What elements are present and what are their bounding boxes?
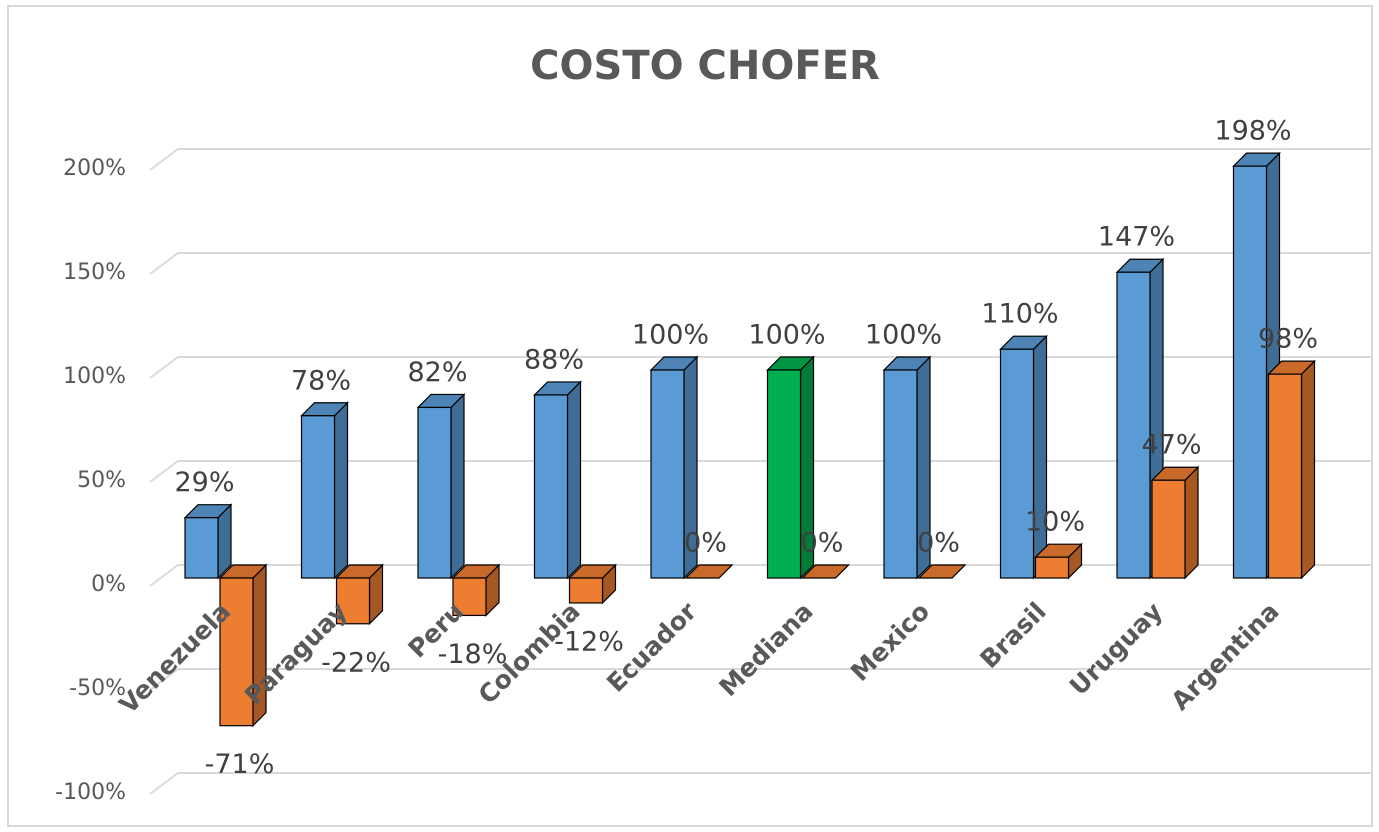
y-tick-label: 50% (77, 468, 126, 493)
data-label: -71% (205, 749, 275, 780)
grid-line (149, 148, 1372, 171)
data-label: 0% (917, 528, 960, 559)
data-label: 0% (684, 528, 727, 559)
bar-side (1184, 465, 1199, 580)
data-label: 98% (1258, 324, 1318, 355)
y-tick-label: -100% (55, 780, 126, 805)
bar (1232, 165, 1268, 579)
bar (1116, 271, 1151, 579)
bar (1034, 556, 1070, 579)
y-tick-label: -50% (69, 676, 126, 701)
bar-side (566, 380, 582, 580)
y-tick-label: 0% (91, 572, 126, 597)
bar (568, 577, 604, 604)
bar (1151, 479, 1186, 579)
grid-line (149, 772, 1372, 795)
data-label: 100% (865, 320, 942, 351)
y-tick-label: 200% (63, 156, 126, 181)
data-label: 10% (1025, 507, 1085, 538)
data-label: 78% (291, 365, 351, 396)
data-label: -18% (438, 639, 508, 670)
grid-line (149, 460, 1372, 483)
chart-title: COSTO CHOFER (530, 43, 880, 89)
bar (335, 577, 371, 625)
bar (1267, 373, 1303, 579)
grid-line (149, 564, 1372, 587)
data-label: 100% (632, 320, 709, 351)
grid-line (149, 668, 1372, 691)
data-label: 110% (981, 299, 1058, 330)
data-label: 147% (1098, 222, 1175, 253)
data-label: 0% (801, 528, 844, 559)
data-label: 100% (748, 320, 825, 351)
bar-top (684, 564, 734, 579)
data-label: 29% (174, 467, 234, 498)
y-tick-label: 150% (63, 260, 126, 285)
bar-side (450, 392, 465, 580)
grid-line (149, 252, 1372, 275)
grid-line (149, 356, 1372, 379)
bar (184, 517, 219, 579)
data-label: -22% (321, 647, 391, 678)
data-label: 82% (407, 357, 467, 388)
bar-side (333, 401, 349, 580)
bar (533, 394, 569, 579)
bar (219, 577, 254, 727)
data-label: 47% (1141, 430, 1201, 461)
bar (650, 369, 685, 579)
y-tick-label: 100% (63, 364, 126, 389)
data-label: 88% (524, 344, 584, 375)
bar-side (1032, 334, 1048, 580)
bar-top (801, 564, 850, 579)
data-label: 198% (1214, 116, 1291, 147)
bar (417, 406, 452, 579)
bar (452, 577, 487, 617)
bar (999, 348, 1035, 579)
bar-top (917, 564, 967, 579)
bar-side (1300, 359, 1316, 580)
data-label: -12% (554, 626, 624, 657)
bar (766, 369, 802, 579)
bar (300, 415, 336, 579)
bar (883, 369, 918, 579)
